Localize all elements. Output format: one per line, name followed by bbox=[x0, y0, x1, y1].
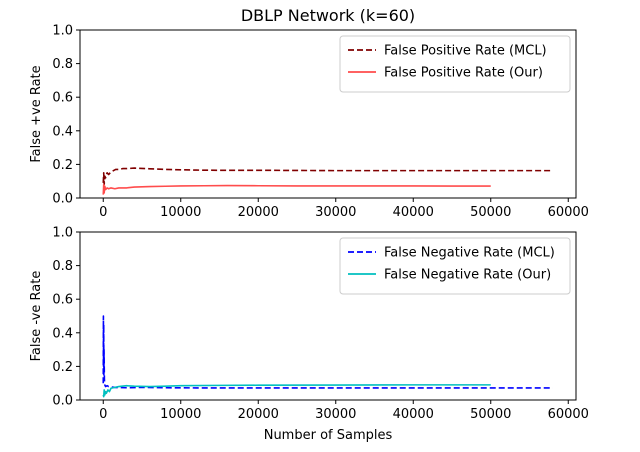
y-tick-label: 0.6 bbox=[52, 293, 73, 308]
y-tick-label: 0.8 bbox=[52, 259, 73, 274]
legend-label-2: False Positive Rate (Our) bbox=[384, 66, 543, 81]
y-axis-label: False +ve Rate bbox=[29, 65, 44, 162]
x-tick-label: 10000 bbox=[160, 205, 201, 220]
x-tick-label: 60000 bbox=[548, 407, 589, 422]
series-line-1 bbox=[102, 315, 553, 389]
y-tick-label: 0.0 bbox=[52, 192, 73, 207]
figure-title: DBLP Network (k=60) bbox=[241, 6, 415, 25]
legend-box bbox=[339, 35, 571, 93]
plot-frame bbox=[79, 231, 577, 401]
y-tick-label: 0.2 bbox=[52, 360, 73, 375]
x-tick-label: 20000 bbox=[238, 205, 279, 220]
series-lines bbox=[102, 315, 553, 398]
series-line-2 bbox=[102, 384, 491, 398]
x-tick-label: 0 bbox=[99, 407, 107, 422]
x-tick-label: 30000 bbox=[315, 205, 356, 220]
chart-panels: 0 10000 20000 30000 40000 50000 60000 0.0 0.2 0.4… bbox=[29, 24, 589, 444]
x-tick-label: 60000 bbox=[548, 205, 589, 220]
legend-label-1: False Negative Rate (MCL) bbox=[384, 246, 555, 261]
plot-frame bbox=[79, 29, 577, 199]
series-line-2 bbox=[102, 183, 491, 195]
x-tick-label: 50000 bbox=[470, 205, 511, 220]
chart-panel-2: 0 10000 20000 30000 40000 50000 60000 0.0 0.2 0.4… bbox=[29, 226, 589, 444]
y-tick-label: 0.2 bbox=[52, 158, 73, 173]
y-tick-label: 0.0 bbox=[52, 394, 73, 409]
x-axis-label: Number of Samples bbox=[264, 428, 393, 443]
legend: False Negative Rate (MCL) False Negative … bbox=[339, 237, 571, 295]
series-line-1 bbox=[102, 167, 553, 186]
x-tick-label: 50000 bbox=[470, 407, 511, 422]
legend-box bbox=[339, 237, 571, 295]
legend-label-2: False Negative Rate (Our) bbox=[384, 268, 551, 283]
y-tick-label: 0.6 bbox=[52, 91, 73, 106]
y-tick-label: 1.0 bbox=[52, 24, 73, 39]
y-tick-label: 1.0 bbox=[52, 226, 73, 241]
x-tick-label: 10000 bbox=[160, 407, 201, 422]
y-axis-label: False -ve Rate bbox=[29, 271, 44, 362]
legend: False Positive Rate (MCL) False Positive … bbox=[339, 35, 571, 93]
y-tick-label: 0.4 bbox=[52, 326, 73, 341]
x-tick-label: 30000 bbox=[315, 407, 356, 422]
chart-panel-1: 0 10000 20000 30000 40000 50000 60000 0.0 0.2 0.4… bbox=[29, 24, 589, 221]
legend-label-1: False Positive Rate (MCL) bbox=[384, 44, 547, 59]
x-tick-label: 0 bbox=[99, 205, 107, 220]
x-tick-label: 20000 bbox=[238, 407, 279, 422]
series-lines bbox=[102, 167, 553, 195]
x-tick-label: 40000 bbox=[393, 407, 434, 422]
y-tick-label: 0.8 bbox=[52, 57, 73, 72]
x-tick-label: 40000 bbox=[393, 205, 434, 220]
y-tick-label: 0.4 bbox=[52, 124, 73, 139]
